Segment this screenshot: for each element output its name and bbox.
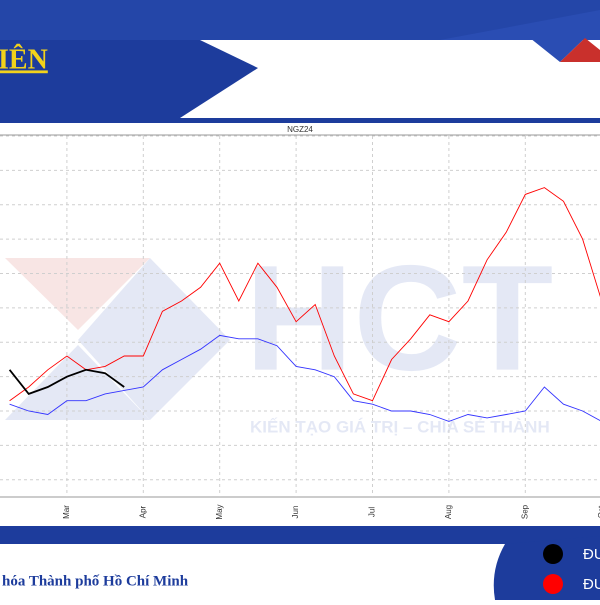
footer-band xyxy=(0,526,600,544)
logo-top xyxy=(530,38,585,62)
watermark-logo: HCT xyxy=(245,234,553,402)
legend-swatch xyxy=(543,544,563,564)
x-tick-label: Jun xyxy=(291,506,300,519)
plot: Mar Apr May Jun Jul Aug Sep Oct xyxy=(0,135,600,520)
x-tick-label: Aug xyxy=(444,505,453,519)
legend: ĐU ĐU xyxy=(543,544,600,594)
header-title: IÊN xyxy=(0,44,48,75)
footer-text: hóa Thành phố Hồ Chí Minh xyxy=(2,573,189,589)
series-line xyxy=(8,368,125,395)
x-tick-label: Sep xyxy=(520,504,529,519)
logo-right xyxy=(560,38,600,62)
watermark-slogan: KIẾN TẠO GIÁ TRỊ – CHIA SẺ THÀNH xyxy=(250,417,550,436)
x-tick-label: Jul xyxy=(368,507,377,517)
series-line xyxy=(9,187,600,402)
title-panel xyxy=(0,40,258,118)
x-tick-label: Apr xyxy=(138,505,147,518)
watermark-mark xyxy=(5,258,150,330)
header-rule xyxy=(0,118,600,123)
header-band-dark xyxy=(0,0,600,40)
legend-panel xyxy=(493,536,600,600)
watermark-mark xyxy=(5,345,150,420)
legend-label: ĐU xyxy=(583,576,600,593)
x-tick-label: Oct xyxy=(597,505,600,518)
legend-label: ĐU xyxy=(583,546,600,563)
chart-frame xyxy=(0,124,600,524)
chart-title: NGZ24 xyxy=(287,125,313,134)
watermark: HCT KIẾN TẠO GIÁ TRỊ – CHIA SẺ THÀNH xyxy=(5,234,553,436)
legend-swatch xyxy=(543,574,563,594)
x-tick-label: May xyxy=(215,504,224,519)
watermark-mark xyxy=(78,258,230,420)
x-tick-label: Mar xyxy=(62,505,71,519)
series-line xyxy=(9,334,600,422)
